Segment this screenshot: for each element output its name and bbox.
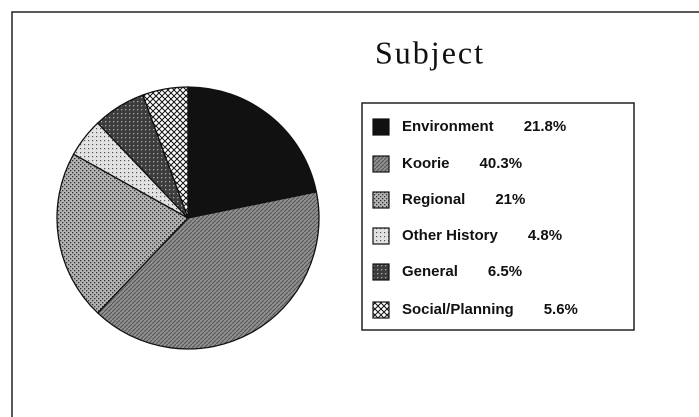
legend-value: 40.3%	[480, 155, 523, 172]
pie-slice	[96, 191, 320, 350]
legend-label: Social/Planning	[402, 301, 514, 318]
legend-swatch	[372, 227, 390, 245]
legend-box	[361, 102, 635, 331]
legend-swatch	[372, 191, 390, 209]
legend-swatch	[372, 155, 390, 173]
chart-title: Subject	[375, 34, 485, 70]
legend-label: General	[402, 263, 458, 280]
legend-value: 4.8%	[528, 227, 562, 244]
legend-swatch	[372, 301, 390, 319]
legend-label: Environment	[402, 118, 494, 135]
legend-swatch	[372, 118, 390, 136]
legend-label: Koorie	[402, 155, 450, 172]
pie-slice	[187, 86, 318, 219]
legend-value: 21.8%	[524, 118, 567, 135]
legend-value: 21%	[495, 191, 525, 208]
pie-slice	[56, 153, 190, 314]
legend-value: 6.5%	[488, 263, 522, 280]
legend-value: 5.6%	[544, 301, 578, 318]
legend-label: Regional	[402, 191, 465, 208]
pie-slice	[142, 86, 189, 219]
legend-swatch	[372, 263, 390, 281]
legend-label: Other History	[402, 227, 499, 244]
